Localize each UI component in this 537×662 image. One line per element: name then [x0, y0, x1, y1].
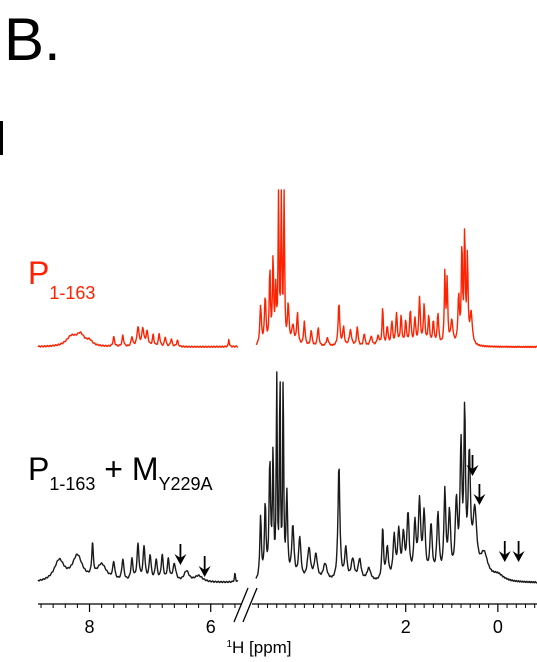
tick-label: 6	[206, 617, 216, 637]
spectrum-line-2-segment-1	[37, 542, 239, 584]
arrow-head	[512, 551, 525, 562]
arrow-head	[174, 554, 187, 565]
series-label-2-main: P	[28, 451, 49, 487]
panel-label: B.	[4, 6, 61, 73]
edge-mark	[0, 121, 3, 155]
arrow-head	[498, 551, 511, 562]
x-axis-label: 1H [ppm]	[226, 638, 291, 657]
series-label-2-rest: + M	[95, 451, 158, 487]
x-axis-label-main: H [ppm]	[232, 638, 292, 657]
spectrum-line-1-segment-2	[255, 189, 537, 349]
down-arrow-icon	[174, 544, 187, 565]
axis-break-mark-2	[242, 587, 258, 623]
series-label-1: P1-163	[28, 255, 95, 303]
series-label-1-main: P	[28, 255, 49, 291]
arrow-head	[473, 494, 486, 505]
annotation-arrows	[174, 455, 525, 577]
spectrum-traces	[37, 189, 537, 584]
series-label-2-subscript: 1-163	[49, 474, 95, 494]
axis-break-mark-1	[233, 587, 249, 623]
x-axis-label-superscript: 1	[226, 639, 232, 650]
series-label-2-subscript-2: Y229A	[159, 474, 213, 494]
down-arrow-icon	[473, 484, 486, 505]
tick-label: 8	[85, 617, 95, 637]
down-arrow-icon	[466, 455, 479, 476]
arrow-head	[198, 566, 211, 577]
arrow-head	[466, 465, 479, 476]
spectrum-line-1-segment-1	[37, 326, 239, 348]
tick-label: 2	[401, 617, 411, 637]
x-axis: 8 6 2 0	[38, 587, 537, 637]
series-label-2: P1-163 + MY229A	[28, 451, 213, 494]
tick-label: 0	[493, 617, 503, 637]
down-arrow-icon	[498, 541, 511, 562]
series-label-1-subscript: 1-163	[49, 283, 95, 303]
spectrum-line-2-segment-2	[255, 371, 537, 584]
down-arrow-icon	[198, 556, 211, 577]
down-arrow-icon	[512, 541, 525, 562]
